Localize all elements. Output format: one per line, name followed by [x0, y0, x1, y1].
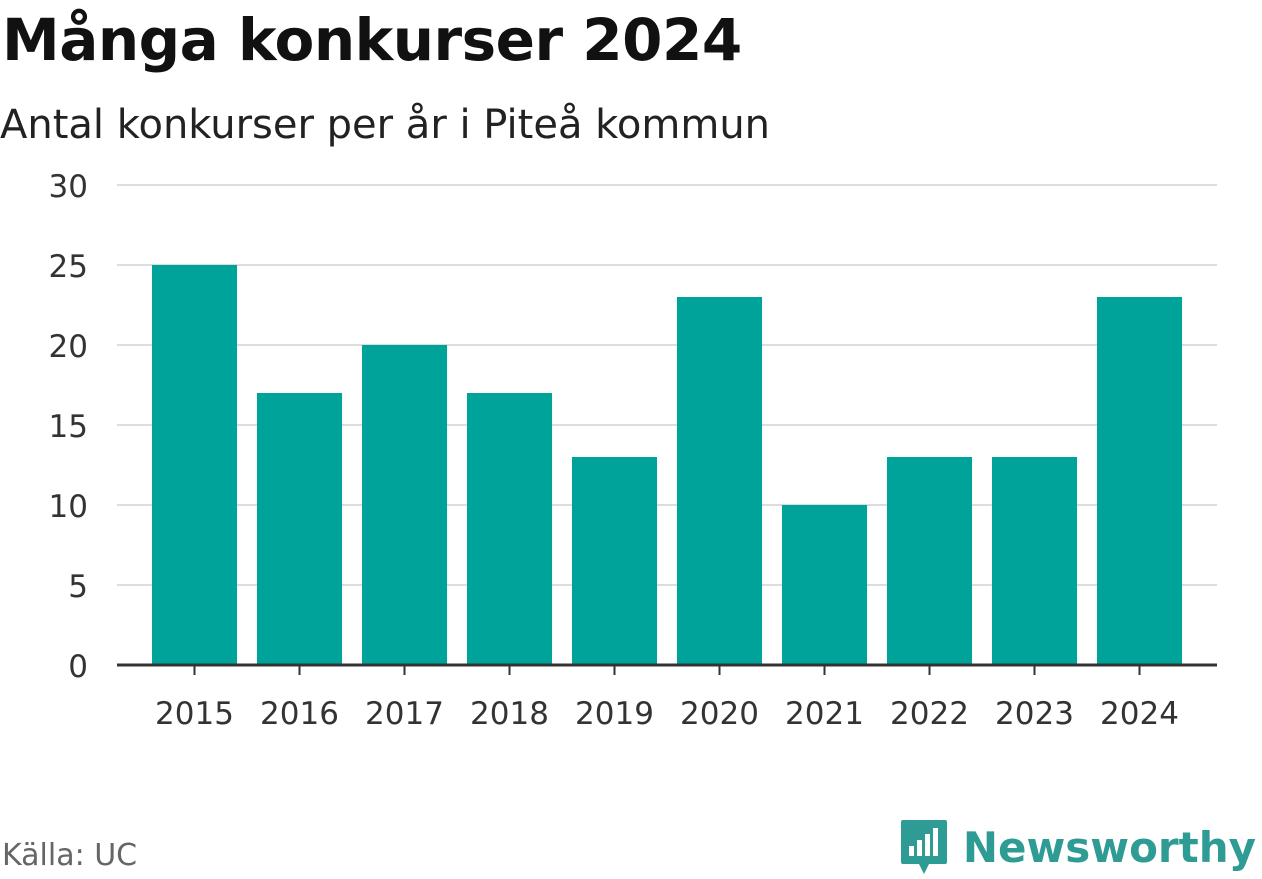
source-note: Källa: UC: [2, 838, 138, 873]
brand-name: Newsworthy: [962, 822, 1256, 872]
x-tick-label: 2015: [155, 696, 234, 732]
bar-2016: [256, 393, 343, 665]
bar-2019: [571, 457, 658, 665]
bar-2021: [781, 505, 868, 665]
x-tick-label: 2018: [470, 696, 549, 732]
x-tick-label: 2023: [995, 696, 1074, 732]
newsworthy-logo-icon: [900, 820, 947, 874]
x-tick-label: 2021: [785, 696, 864, 732]
y-tick-label: 5: [68, 569, 88, 605]
y-tick-label: 25: [49, 249, 88, 285]
bars: [151, 265, 1183, 665]
x-tick-label: 2017: [365, 696, 444, 732]
bar-2024: [1096, 297, 1183, 665]
x-tick-label: 2020: [680, 696, 759, 732]
brand-logo[interactable]: Newsworthy: [899, 818, 1256, 876]
y-tick-label: 20: [49, 329, 88, 365]
bar-2018: [466, 393, 553, 665]
y-tick-label: 0: [68, 649, 88, 685]
x-tick-label: 2024: [1100, 696, 1179, 732]
bar-2015: [151, 265, 238, 665]
chart-title: Många konkurser 2024: [2, 6, 742, 74]
y-tick-label: 10: [49, 489, 88, 525]
y-axis-ticks: 0 5 10 15 20 25 30: [49, 169, 88, 685]
y-tick-label: 15: [49, 409, 88, 445]
bar-2022: [886, 457, 973, 665]
bar-2020: [676, 297, 763, 665]
x-tick-label: 2016: [260, 696, 339, 732]
bar-2023: [991, 457, 1078, 665]
x-tick-label: 2019: [575, 696, 654, 732]
bar-2017: [361, 345, 448, 665]
x-axis-ticks: 2015 2016 2017 2018 2019 2020 2021 2022 2023 2024: [155, 665, 1179, 732]
x-tick-label: 2022: [890, 696, 969, 732]
chart-subtitle: Antal konkurser per år i Piteå kommun: [0, 102, 771, 148]
y-tick-label: 30: [49, 169, 88, 205]
